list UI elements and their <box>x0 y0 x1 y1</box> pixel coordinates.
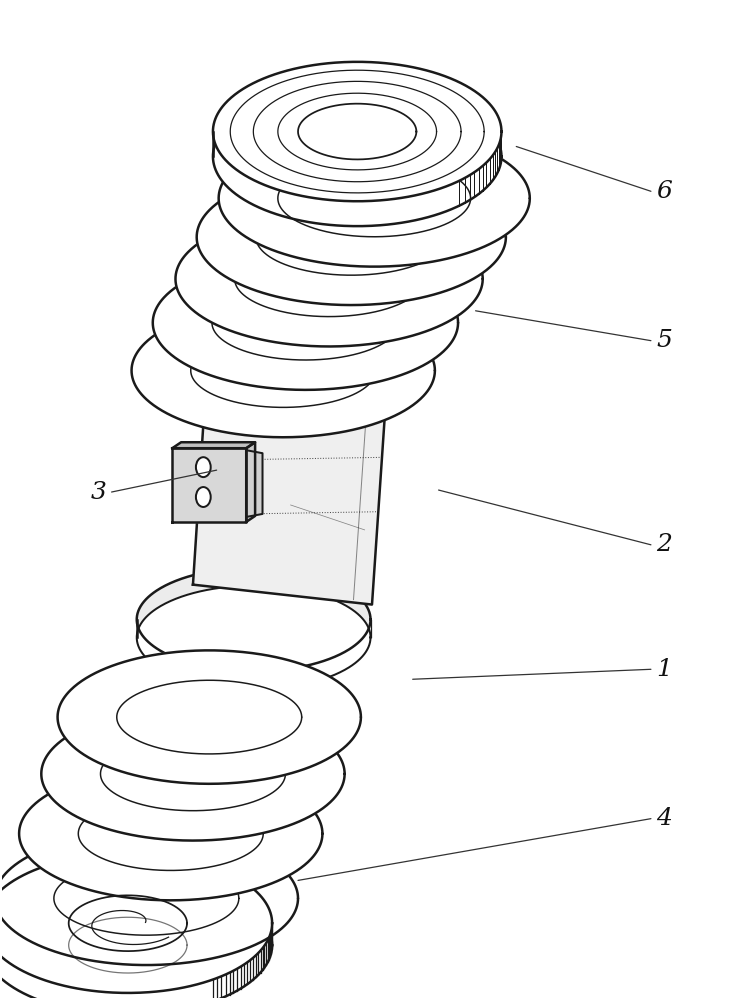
Polygon shape <box>153 256 458 390</box>
Polygon shape <box>256 199 446 275</box>
Polygon shape <box>100 737 286 811</box>
Polygon shape <box>173 448 246 522</box>
Polygon shape <box>169 336 391 435</box>
Polygon shape <box>42 707 344 841</box>
Polygon shape <box>241 339 337 382</box>
Polygon shape <box>278 160 471 237</box>
Polygon shape <box>0 875 272 1000</box>
Polygon shape <box>0 854 272 993</box>
Text: 4: 4 <box>656 807 672 830</box>
Text: 3: 3 <box>90 481 106 504</box>
Polygon shape <box>173 442 255 448</box>
Polygon shape <box>176 211 483 346</box>
Polygon shape <box>246 450 263 517</box>
Polygon shape <box>246 442 255 522</box>
Text: 5: 5 <box>656 329 672 352</box>
Polygon shape <box>54 861 239 935</box>
Polygon shape <box>193 390 385 605</box>
Polygon shape <box>169 318 391 417</box>
Polygon shape <box>219 130 530 267</box>
Polygon shape <box>117 680 302 754</box>
Polygon shape <box>190 334 376 407</box>
Polygon shape <box>137 586 371 689</box>
Polygon shape <box>137 568 371 671</box>
Polygon shape <box>213 87 501 226</box>
Polygon shape <box>19 767 322 900</box>
Text: 1: 1 <box>656 658 672 681</box>
Text: 6: 6 <box>656 180 672 203</box>
Text: 2: 2 <box>656 533 672 556</box>
Polygon shape <box>213 62 501 201</box>
Circle shape <box>196 487 211 507</box>
Polygon shape <box>234 241 423 317</box>
Polygon shape <box>196 169 506 305</box>
Circle shape <box>196 457 211 477</box>
Polygon shape <box>57 650 361 784</box>
Polygon shape <box>132 304 435 437</box>
Polygon shape <box>212 285 399 360</box>
Polygon shape <box>0 832 298 965</box>
Polygon shape <box>78 797 263 870</box>
